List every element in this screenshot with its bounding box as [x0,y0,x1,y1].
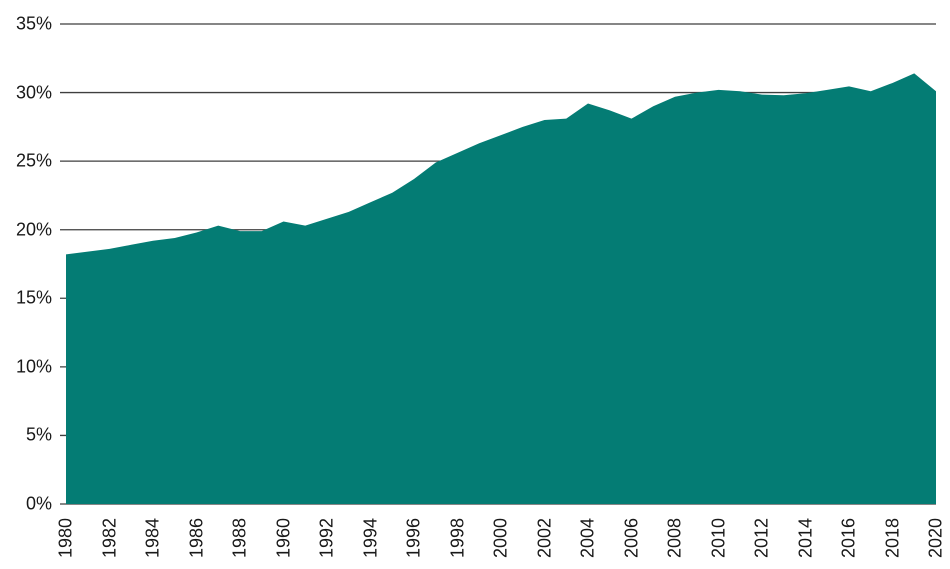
y-tick-label: 35% [15,13,52,34]
x-tick-label: 2020 [925,517,946,559]
x-tick-label: 2008 [664,517,685,559]
x-tick-label: 1984 [142,517,163,559]
y-tick-label: 5% [25,424,52,445]
x-tick-label: 1986 [186,517,206,559]
x-tick-label: 1994 [360,517,380,559]
x-tick-label: 2002 [534,517,554,559]
x-tick-label: 2012 [751,517,772,559]
x-tick-label: 2010 [708,517,728,559]
x-tick-label: 2000 [490,517,511,559]
y-tick-label: 15% [15,287,52,308]
x-tick-label: 1996 [403,517,424,559]
x-tick-label: 1980 [55,517,76,559]
x-tick-label: 2004 [577,517,598,559]
y-tick-label: 10% [15,356,52,377]
x-tick-label: 1982 [99,517,119,559]
x-tick-label: 2014 [795,517,815,559]
y-tick-label: 25% [15,150,52,171]
x-tick-label: 1998 [447,517,467,559]
x-tick-label: 1988 [229,517,250,559]
y-tick-label: 20% [15,219,52,240]
y-tick-label: 30% [15,82,52,103]
area-series [66,73,936,505]
x-tick-label: 1992 [316,517,337,559]
y-tick-label: 0% [25,493,52,514]
x-tick-label: 1960 [273,517,293,559]
x-tick-label: 2018 [882,517,902,559]
x-tick-label: 2006 [621,517,641,559]
x-tick-label: 2016 [838,517,859,559]
